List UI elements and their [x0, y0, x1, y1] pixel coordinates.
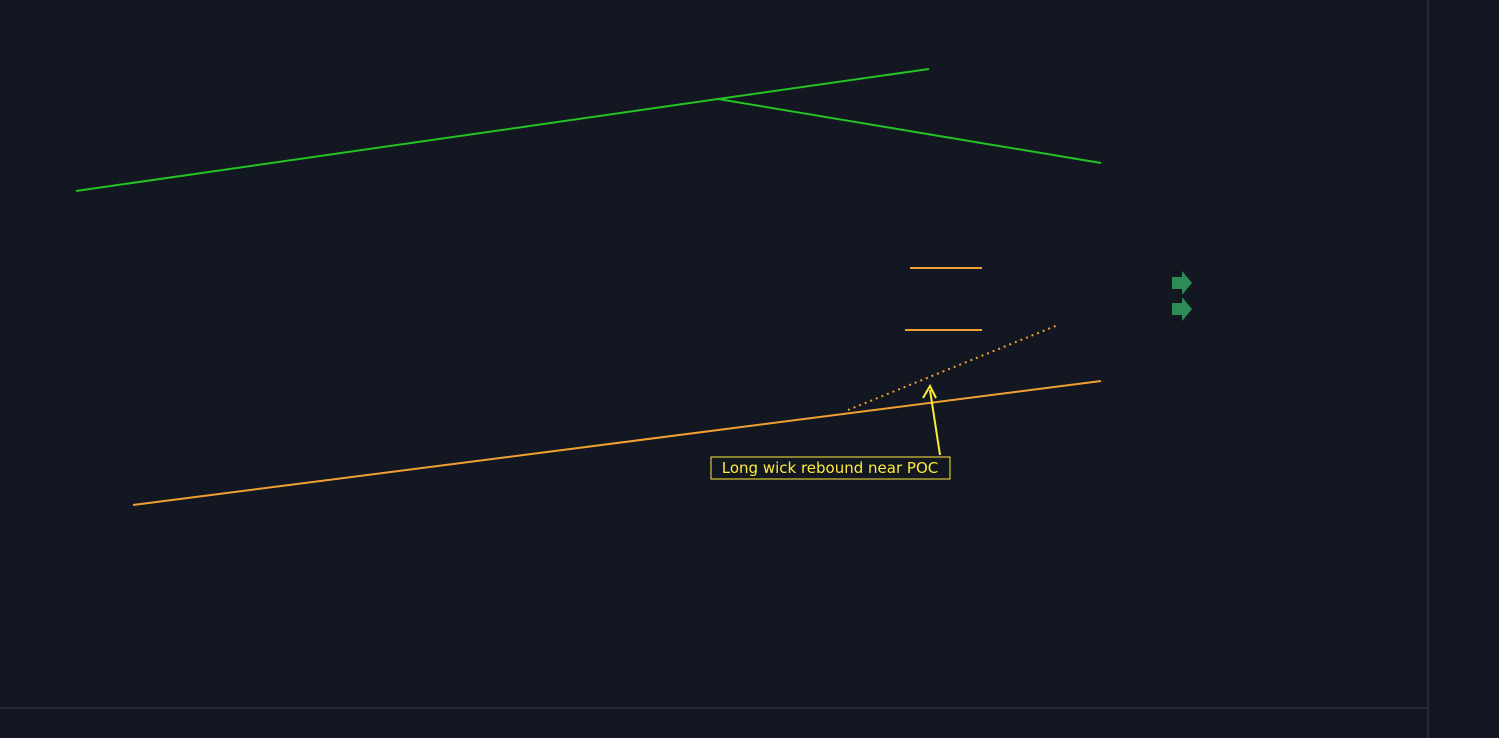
arrow-head — [922, 383, 937, 399]
arrow — [929, 389, 941, 456]
drawings — [75, 68, 1192, 506]
signal-arrow — [1172, 271, 1192, 295]
annotation: Long wick rebound near POC — [710, 456, 951, 480]
annotation-box — [710, 456, 951, 480]
trend-line — [847, 324, 1059, 411]
trend-line — [132, 380, 1102, 506]
price-axis — [1428, 0, 1499, 738]
annotation-text: Long wick rebound near POC — [722, 459, 938, 477]
trend-line — [717, 98, 1102, 164]
signal-arrow — [1172, 297, 1192, 321]
